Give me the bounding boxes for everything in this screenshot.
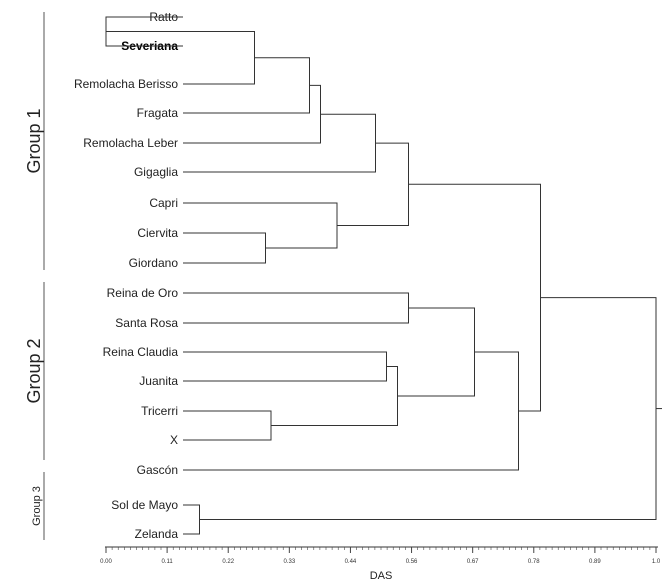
tick-label: 0.56 [406,559,418,565]
dendrogram-link [183,504,200,535]
leaf-label: X [170,433,178,447]
leaf-label: Capri [149,196,178,210]
dendrogram-link [183,292,409,324]
leaf-label: Sol de Mayo [111,498,178,512]
dendrogram-link [183,57,310,114]
leaf-label: Remolacha Berisso [74,77,178,91]
dendrogram-link [199,297,657,520]
dendrogram-link [183,410,272,441]
tick-label: 0.22 [222,559,234,565]
leaf-label: Reina de Oro [107,286,179,300]
group-brackets: Group 1 Group 2 Group 3 [24,12,45,540]
group-label-1: Group 1 [24,108,44,173]
tick-label: 0.44 [345,559,357,565]
tick-label: 0.78 [528,559,540,565]
tick-label: 0.11 [161,559,173,565]
tick-label: 0.00 [100,559,112,565]
tick-label: 0.67 [467,559,479,565]
leaf-label: Gascón [137,463,178,477]
x-axis: 0.00 0.11 0.22 0.33 0.44 0.56 0.67 0.78 0.89 1.0 … [100,546,661,582]
group-bracket-3: Group 3 [31,472,45,540]
leaf-label: Juanita [139,374,178,388]
x-axis-title: DAS [370,570,393,582]
tick-label: 0.89 [589,559,601,565]
dendrogram-link [397,307,475,397]
leaf-label: Fragata [137,106,179,120]
dendrogram-link [183,84,321,144]
group-bracket-1: Group 1 [24,12,45,270]
leaf-label: Reina Claudia [103,345,179,359]
leaf-label: Remolacha Leber [83,136,178,150]
dendrogram-link [183,232,266,264]
leaf-label: Zelanda [135,527,179,541]
leaf-label: Santa Rosa [115,316,178,330]
leaf-label: Ciervita [137,226,178,240]
tick-label: 1.0 [652,559,661,565]
group-label-2: Group 2 [24,338,44,403]
group-bracket-2: Group 2 [24,282,45,460]
dendrogram-links [105,16,662,535]
dendrogram-link [183,351,387,382]
tick-label: 0.33 [283,559,295,565]
x-axis-ticks: 0.00 0.11 0.22 0.33 0.44 0.56 0.67 0.78 0.89 1.0 [100,547,661,565]
dendrogram-link [337,142,409,226]
dendrogram-link [271,366,398,426]
group-label-3: Group 3 [31,486,43,526]
leaf-label: Giordano [129,256,179,270]
leaf-label: Gigaglia [134,165,178,179]
dendrogram-link [183,202,338,249]
leaf-label: Tricerri [141,404,178,418]
